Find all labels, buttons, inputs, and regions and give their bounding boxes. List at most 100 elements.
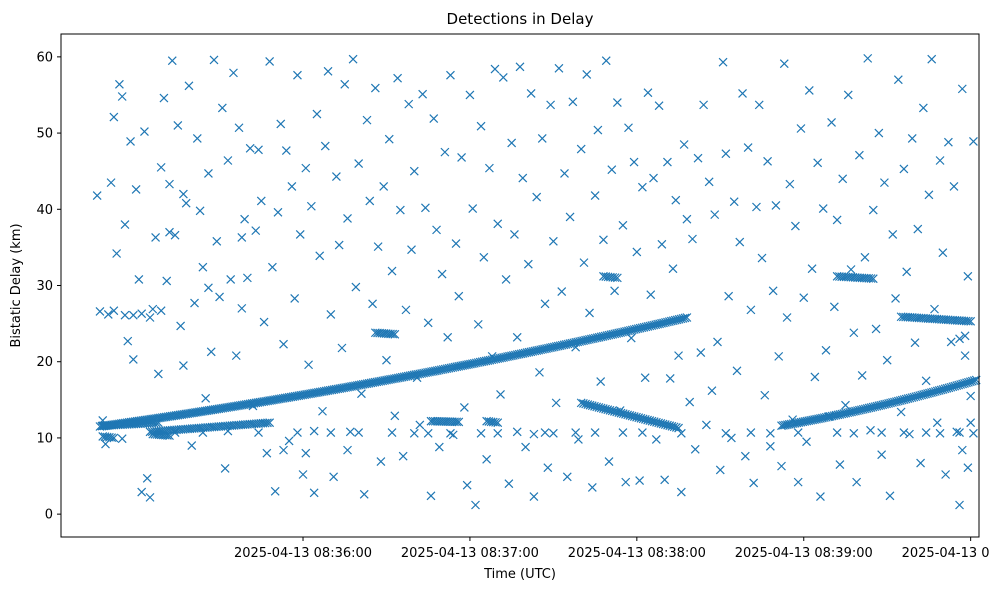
detection-marker [201, 393, 211, 403]
detection-marker [340, 79, 350, 89]
detection-marker [885, 491, 895, 501]
detection-marker [145, 492, 155, 502]
detection-marker [452, 417, 462, 427]
detection-marker [930, 304, 939, 314]
x-tick-label: 2025-04-13 08:36:00 [234, 546, 372, 561]
detection-marker [507, 138, 517, 148]
detection-marker [476, 428, 486, 438]
detection-marker [440, 147, 450, 157]
detection-marker [145, 313, 155, 322]
detection-marker [192, 133, 202, 143]
detection-marker [615, 406, 625, 415]
detection-marker [142, 473, 152, 483]
detection-marker [674, 423, 683, 433]
axes-frame [60, 33, 980, 538]
detection-marker [740, 451, 750, 461]
detection-marker [473, 319, 483, 329]
detection-marker [165, 431, 174, 441]
detection-marker [446, 70, 455, 80]
detection-marker [813, 158, 823, 168]
x-tick-label: 2025-04-13 08:39:00 [735, 546, 873, 561]
detection-marker [765, 428, 775, 438]
detection-marker [849, 328, 859, 338]
detection-marker [454, 291, 464, 301]
detection-marker [607, 165, 617, 175]
detection-marker [329, 472, 339, 482]
detection-marker [187, 441, 197, 450]
detection-marker [103, 310, 113, 319]
detection-marker [540, 299, 550, 309]
detection-marker [718, 57, 728, 67]
detection-marker [657, 239, 667, 249]
detection-marker [838, 174, 848, 184]
detection-marker [370, 83, 380, 93]
detection-marker [498, 73, 508, 82]
detection-marker [562, 472, 572, 482]
detection-marker [565, 212, 575, 222]
detection-marker [279, 445, 288, 455]
detection-marker [162, 276, 172, 286]
detection-marker [857, 371, 867, 380]
detection-marker [835, 460, 845, 470]
detection-marker [571, 428, 581, 438]
detection-marker [432, 225, 441, 235]
detection-marker [390, 411, 400, 421]
x-tick-label: 2025-04-13 08:40:00 [902, 546, 989, 561]
detection-marker [101, 439, 110, 449]
detection-marker [916, 458, 926, 468]
detection-marker [156, 162, 166, 172]
detection-marker [357, 389, 366, 399]
detection-marker [579, 258, 589, 268]
detection-marker [382, 355, 391, 365]
detection-marker [479, 252, 489, 262]
detection-marker [309, 488, 319, 498]
detection-marker [765, 441, 775, 451]
detection-marker [841, 400, 850, 410]
y-axis-title: Bistatic Delay (km) [9, 223, 24, 347]
detection-marker [726, 433, 736, 443]
detection-marker [696, 348, 706, 357]
detection-marker [457, 153, 467, 162]
detection-marker [551, 398, 561, 408]
detection-marker [206, 347, 216, 357]
detection-marker [262, 418, 272, 428]
detection-marker [178, 189, 188, 199]
detection-marker [290, 294, 300, 303]
detection-marker [629, 157, 639, 167]
detection-marker [420, 203, 430, 213]
detection-marker [468, 204, 478, 213]
detection-marker [262, 448, 272, 458]
detection-marker [568, 97, 578, 107]
detection-marker [256, 196, 266, 206]
detection-marker [860, 252, 870, 262]
detection-marker [404, 99, 414, 109]
detection-marker [496, 390, 505, 399]
detection-marker [854, 150, 864, 160]
detection-marker [963, 463, 973, 473]
detection-marker [451, 239, 461, 249]
detection-marker [969, 376, 979, 385]
detection-marker [504, 479, 514, 489]
detection-marker [957, 84, 967, 94]
detection-marker [376, 457, 386, 466]
detection-marker [437, 417, 447, 426]
detection-marker [879, 178, 889, 188]
detection-marker [445, 417, 455, 427]
chart-title: Detections in Delay [447, 10, 594, 28]
detection-marker [388, 329, 398, 339]
detection-marker [351, 282, 361, 292]
detection-marker [877, 428, 887, 438]
detection-marker [354, 159, 364, 168]
detection-marker [573, 435, 583, 444]
detection-marker [663, 157, 672, 167]
detection-marker [927, 54, 937, 64]
detection-marker [490, 64, 500, 74]
detection-marker [173, 121, 183, 130]
y-tick-label: 40 [36, 203, 53, 218]
detection-marker [743, 143, 753, 152]
detection-marker [429, 114, 439, 124]
detection-marker [868, 274, 878, 284]
detection-marker [537, 133, 547, 143]
detection-marker [540, 428, 550, 438]
detection-marker [459, 403, 469, 412]
